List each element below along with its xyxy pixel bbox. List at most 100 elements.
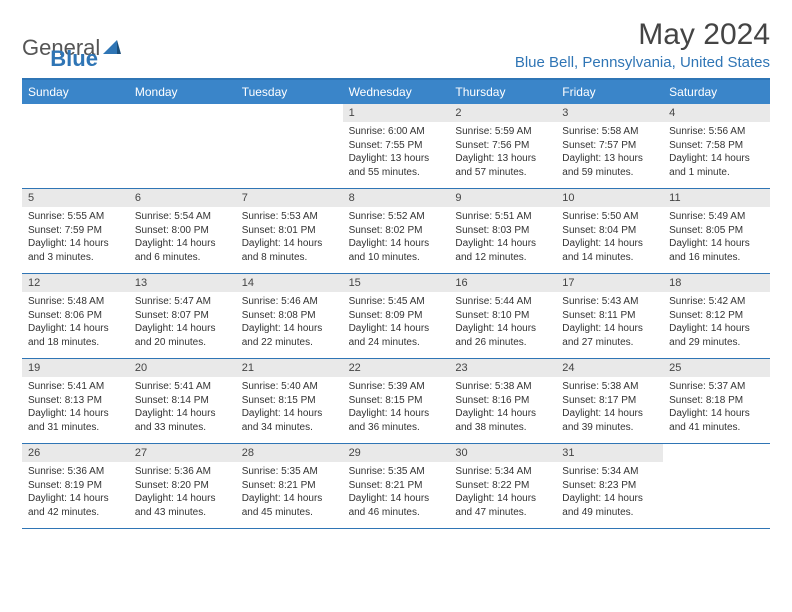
day-number: 3 [556,104,663,122]
daylight-text: Daylight: 14 hours and 6 minutes. [135,237,230,264]
day-cell: 24Sunrise: 5:38 AMSunset: 8:17 PMDayligh… [556,359,663,443]
sunset-text: Sunset: 8:05 PM [669,224,764,238]
day-data: Sunrise: 5:38 AMSunset: 8:17 PMDaylight:… [556,377,663,438]
daylight-text: Daylight: 14 hours and 1 minute. [669,152,764,179]
day-cell: 10Sunrise: 5:50 AMSunset: 8:04 PMDayligh… [556,189,663,273]
daylight-text: Daylight: 14 hours and 45 minutes. [242,492,337,519]
sunset-text: Sunset: 8:08 PM [242,309,337,323]
day-cell: 13Sunrise: 5:47 AMSunset: 8:07 PMDayligh… [129,274,236,358]
day-data: Sunrise: 5:48 AMSunset: 8:06 PMDaylight:… [22,292,129,353]
day-number: 6 [129,189,236,207]
day-header-row: Sunday Monday Tuesday Wednesday Thursday… [22,80,770,104]
sunset-text: Sunset: 8:19 PM [28,479,123,493]
day-cell: 18Sunrise: 5:42 AMSunset: 8:12 PMDayligh… [663,274,770,358]
sunrise-text: Sunrise: 5:56 AM [669,125,764,139]
daylight-text: Daylight: 14 hours and 42 minutes. [28,492,123,519]
sunset-text: Sunset: 8:12 PM [669,309,764,323]
sunset-text: Sunset: 8:23 PM [562,479,657,493]
day-data: Sunrise: 5:54 AMSunset: 8:00 PMDaylight:… [129,207,236,268]
sunset-text: Sunset: 8:13 PM [28,394,123,408]
sunset-text: Sunset: 8:06 PM [28,309,123,323]
day-data: Sunrise: 6:00 AMSunset: 7:55 PMDaylight:… [343,122,450,183]
day-cell: 9Sunrise: 5:51 AMSunset: 8:03 PMDaylight… [449,189,556,273]
day-data: Sunrise: 5:51 AMSunset: 8:03 PMDaylight:… [449,207,556,268]
day-cell: .... [236,104,343,188]
day-cell: 1Sunrise: 6:00 AMSunset: 7:55 PMDaylight… [343,104,450,188]
day-data: Sunrise: 5:34 AMSunset: 8:22 PMDaylight:… [449,462,556,523]
day-cell: 2Sunrise: 5:59 AMSunset: 7:56 PMDaylight… [449,104,556,188]
day-number: 19 [22,359,129,377]
sunset-text: Sunset: 8:04 PM [562,224,657,238]
daylight-text: Daylight: 14 hours and 12 minutes. [455,237,550,264]
sunset-text: Sunset: 7:56 PM [455,139,550,153]
day-data: Sunrise: 5:41 AMSunset: 8:13 PMDaylight:… [22,377,129,438]
day-cell: 28Sunrise: 5:35 AMSunset: 8:21 PMDayligh… [236,444,343,528]
sunset-text: Sunset: 8:15 PM [242,394,337,408]
sunrise-text: Sunrise: 5:42 AM [669,295,764,309]
sunset-text: Sunset: 8:15 PM [349,394,444,408]
daylight-text: Daylight: 14 hours and 31 minutes. [28,407,123,434]
day-cell: 31 Sunrise: 5:34 AMSunset: 8:23 PMDayligh… [556,444,663,528]
day-data: Sunrise: 5:39 AMSunset: 8:15 PMDaylight:… [343,377,450,438]
daylight-text: Daylight: 14 hours and 8 minutes. [242,237,337,264]
day-cell: 6Sunrise: 5:54 AMSunset: 8:00 PMDaylight… [129,189,236,273]
logo: General Blue [22,18,98,72]
day-number: 7 [236,189,343,207]
daylight-text: Daylight: 14 hours and 36 minutes. [349,407,444,434]
sunset-text: Sunset: 7:55 PM [349,139,444,153]
sunrise-text: Sunrise: 5:35 AM [349,465,444,479]
sunrise-text: Sunrise: 5:45 AM [349,295,444,309]
sunrise-text: Sunrise: 5:52 AM [349,210,444,224]
day-number: 16 [449,274,556,292]
daylight-text: Daylight: 14 hours and 49 minutes. [562,492,657,519]
day-data: Sunrise: 5:40 AMSunset: 8:15 PMDaylight:… [236,377,343,438]
day-data: Sunrise: 5:44 AMSunset: 8:10 PMDaylight:… [449,292,556,353]
sunset-text: Sunset: 8:17 PM [562,394,657,408]
week-row: 5Sunrise: 5:55 AMSunset: 7:59 PMDaylight… [22,189,770,274]
day-data: Sunrise: 5:52 AMSunset: 8:02 PMDaylight:… [343,207,450,268]
day-cell: 4Sunrise: 5:56 AMSunset: 7:58 PMDaylight… [663,104,770,188]
day-number: 25 [663,359,770,377]
day-number: 21 [236,359,343,377]
daylight-text: Daylight: 14 hours and 26 minutes. [455,322,550,349]
day-cell: 7Sunrise: 5:53 AMSunset: 8:01 PMDaylight… [236,189,343,273]
daylight-text: Daylight: 14 hours and 18 minutes. [28,322,123,349]
day-cell: 25Sunrise: 5:37 AMSunset: 8:18 PMDayligh… [663,359,770,443]
day-cell: 3Sunrise: 5:58 AMSunset: 7:57 PMDaylight… [556,104,663,188]
daylight-text: Daylight: 14 hours and 41 minutes. [669,407,764,434]
day-number: 22 [343,359,450,377]
sunrise-text: Sunrise: 5:38 AM [562,380,657,394]
logo-text-2: Blue [50,46,98,72]
sunrise-text: Sunrise: 5:54 AM [135,210,230,224]
week-row: 12Sunrise: 5:48 AMSunset: 8:06 PMDayligh… [22,274,770,359]
day-cell: 15Sunrise: 5:45 AMSunset: 8:09 PMDayligh… [343,274,450,358]
sunrise-text: Sunrise: 5:34 AM [562,465,657,479]
sunrise-text: Sunrise: 5:50 AM [562,210,657,224]
location-text: Blue Bell, Pennsylvania, United States [515,54,770,71]
day-number: 30 [449,444,556,462]
sunset-text: Sunset: 8:00 PM [135,224,230,238]
day-number: 1 [343,104,450,122]
day-number: 26 [22,444,129,462]
day-number: 31 [556,444,663,462]
week-row: ............1Sunrise: 6:00 AMSunset: 7:5… [22,104,770,189]
day-number: 14 [236,274,343,292]
sunrise-text: Sunrise: 5:36 AM [135,465,230,479]
day-header: Sunday [22,80,129,104]
day-data: Sunrise: 5:35 AMSunset: 8:21 PMDaylight:… [236,462,343,523]
day-data: Sunrise: 5:47 AMSunset: 8:07 PMDaylight:… [129,292,236,353]
day-number: 9 [449,189,556,207]
daylight-text: Daylight: 14 hours and 3 minutes. [28,237,123,264]
day-data: Sunrise: 5:38 AMSunset: 8:16 PMDaylight:… [449,377,556,438]
sunset-text: Sunset: 8:20 PM [135,479,230,493]
daylight-text: Daylight: 14 hours and 46 minutes. [349,492,444,519]
daylight-text: Daylight: 14 hours and 24 minutes. [349,322,444,349]
day-data: Sunrise: 5:43 AMSunset: 8:11 PMDaylight:… [556,292,663,353]
daylight-text: Daylight: 14 hours and 22 minutes. [242,322,337,349]
sunset-text: Sunset: 8:10 PM [455,309,550,323]
sunset-text: Sunset: 8:02 PM [349,224,444,238]
day-header: Tuesday [236,80,343,104]
day-number: 27 [129,444,236,462]
day-number: 20 [129,359,236,377]
day-cell: 22Sunrise: 5:39 AMSunset: 8:15 PMDayligh… [343,359,450,443]
